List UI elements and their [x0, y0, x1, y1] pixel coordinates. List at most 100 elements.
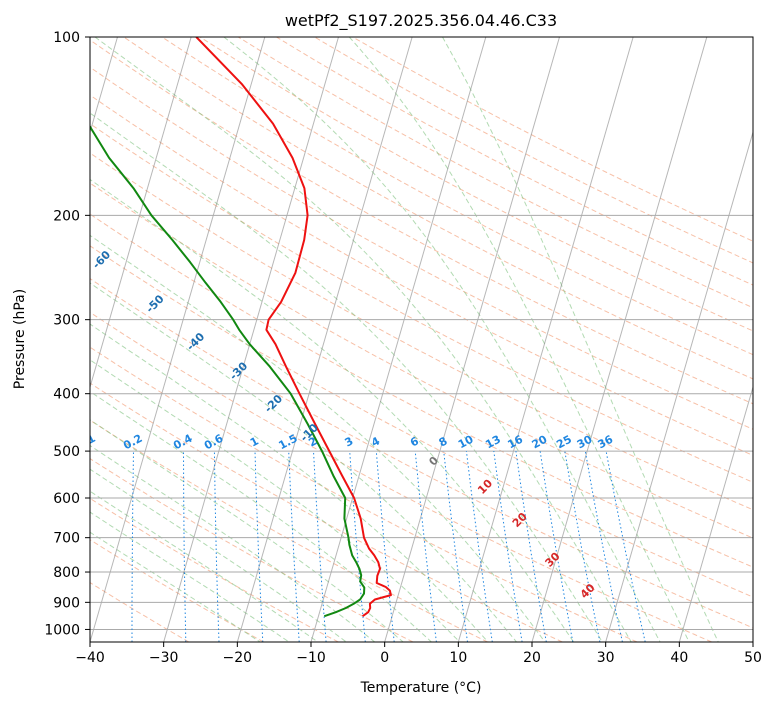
isotherm [531, 37, 708, 642]
moist-adiabat [90, 468, 347, 642]
mixing-ratio-line [584, 451, 623, 642]
mixing-ratio-label: 10 [456, 433, 476, 452]
x-tick-label: −30 [149, 650, 179, 666]
mixing-ratio-line [82, 451, 87, 642]
mixing-ratio-line [539, 451, 574, 642]
mixing-ratio-label: 1 [248, 434, 261, 449]
y-axis-label: Pressure (hPa) [12, 289, 28, 389]
mixing-ratio-label: 1.5 [276, 432, 299, 453]
isotherm [90, 37, 266, 642]
mixing-ratio-line [254, 451, 264, 642]
x-tick-label: 40 [670, 650, 688, 666]
isotherm [384, 37, 560, 642]
moist-adiabat [90, 178, 575, 642]
dry-adiabat [90, 581, 190, 642]
mixing-ratio-line [349, 451, 366, 642]
y-tick-label: 500 [53, 444, 80, 460]
mixing-ratio-label: 4 [369, 434, 382, 449]
moist-adiabat-label: -50 [143, 292, 166, 315]
y-tick-label: 700 [53, 531, 80, 547]
moist-adiabat-label: -20 [262, 392, 285, 415]
moist-adiabat-label: -60 [90, 248, 113, 271]
moist-adiabat [94, 37, 632, 642]
x-tick-label: 10 [449, 650, 467, 666]
dry-adiabat [90, 66, 753, 430]
isotherm [752, 640, 753, 642]
x-tick-label: 50 [744, 650, 762, 666]
x-tick-label: −40 [75, 650, 105, 666]
x-axis-label: Temperature (°C) [360, 680, 482, 696]
x-tick-label: 30 [597, 650, 615, 666]
moist-adiabat-label: 40 [578, 581, 598, 601]
moist-adiabat [90, 234, 546, 642]
x-tick-label: −20 [223, 650, 253, 666]
moist-adiabat [90, 282, 517, 642]
y-tick-label: 600 [53, 491, 80, 507]
moist-adiabat-label: -30 [227, 359, 250, 382]
dry-adiabat [276, 37, 753, 286]
dry-adiabat [90, 382, 563, 642]
y-tick-label: 900 [53, 595, 80, 611]
mixing-ratio-label: 8 [437, 434, 450, 449]
mixing-ratio-line [213, 451, 220, 642]
mixing-ratio-line [375, 451, 395, 642]
mixing-ratio-line [564, 451, 601, 642]
moist-adiabat [90, 359, 461, 642]
dry-adiabat [90, 182, 753, 539]
mixing-ratio-line [465, 451, 493, 642]
mixing-ratio-label: 6 [408, 434, 421, 449]
y-tick-label: 200 [53, 208, 80, 224]
moist-adiabat [442, 37, 719, 642]
dry-adiabat [90, 94, 753, 456]
mixing-ratio-line [414, 451, 437, 642]
chart-title: wetPf2_S197.2025.356.04.46.C33 [285, 11, 557, 31]
dry-adiabat [161, 37, 753, 356]
dry-adiabat [90, 245, 753, 598]
mixing-ratio-line [131, 451, 134, 642]
mixing-ratio-line [605, 451, 646, 642]
moist-adiabat [90, 390, 432, 642]
mixing-ratio-line [493, 451, 523, 642]
dry-adiabat [123, 37, 753, 380]
mixing-ratio-label: 36 [596, 433, 616, 452]
y-tick-label: 400 [53, 387, 80, 403]
mixing-ratio-label: 0.4 [171, 432, 195, 453]
dry-adiabat [90, 311, 712, 642]
dry-adiabat [90, 419, 488, 642]
moist-adiabat [90, 531, 261, 642]
isotherm [605, 130, 753, 642]
x-tick-label: −10 [296, 650, 326, 666]
dry-adiabat [90, 39, 753, 405]
moist-adiabat [348, 37, 690, 642]
mixing-ratio-line [443, 451, 468, 642]
moist-adiabat [90, 511, 290, 642]
dry-adiabat [90, 539, 264, 642]
isotherm [90, 37, 192, 389]
dry-adiabat [352, 37, 753, 242]
isotherm [163, 37, 339, 642]
isotherm [236, 37, 413, 642]
mixing-ratio-label: 20 [530, 433, 550, 452]
y-tick-label: 1000 [44, 622, 80, 638]
x-tick-label: 20 [523, 650, 541, 666]
dry-adiabat [90, 458, 414, 642]
mixing-ratio-line [183, 451, 187, 642]
isotherm [678, 385, 753, 642]
mixing-ratio-label: 3 [343, 434, 356, 449]
moist-adiabat [90, 490, 319, 642]
mixing-ratio-line [288, 451, 300, 642]
moist-adiabat [223, 37, 661, 642]
moist-adiabat-label: 30 [543, 549, 563, 569]
mixing-ratio-label: 16 [505, 433, 525, 452]
y-tick-label: 100 [53, 30, 80, 46]
mixing-ratio-label: 0.1 [74, 432, 97, 453]
mixing-ratio-label: 0.6 [202, 432, 226, 453]
isotherm [457, 37, 634, 642]
y-tick-label: 300 [53, 313, 80, 329]
mixing-ratio-label: 13 [483, 433, 503, 452]
moist-adiabat [90, 419, 404, 642]
moist-adiabat [90, 112, 603, 642]
moist-adiabat-label: 10 [475, 477, 495, 497]
mixing-ratio-label: 30 [575, 433, 595, 452]
